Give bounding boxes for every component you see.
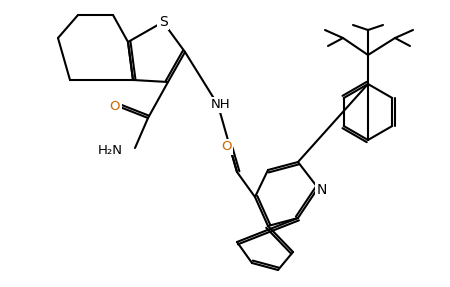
Text: H₂N: H₂N: [98, 144, 123, 156]
Text: O: O: [110, 100, 120, 113]
Text: NH: NH: [211, 98, 231, 112]
Text: O: O: [221, 141, 231, 154]
Text: N: N: [317, 183, 327, 197]
Text: S: S: [158, 15, 167, 29]
